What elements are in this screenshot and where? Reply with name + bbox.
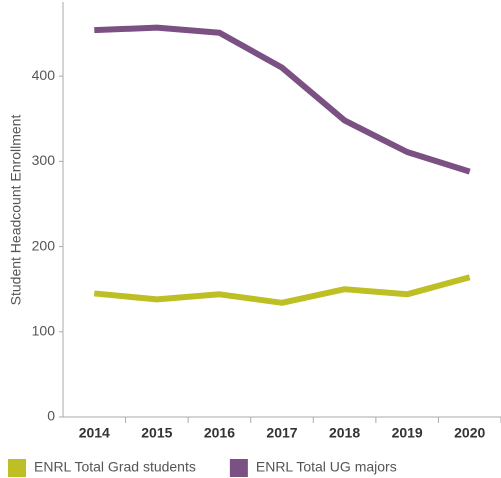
y-tick-label: 0 <box>47 408 55 424</box>
x-tick-label: 2014 <box>79 425 110 441</box>
legend-label: ENRL Total UG majors <box>256 459 397 475</box>
y-tick-label: 300 <box>32 152 56 168</box>
y-tick-label: 100 <box>32 322 56 338</box>
x-tick-label: 2020 <box>454 425 485 441</box>
legend-swatch <box>8 459 26 477</box>
y-axis-label: Student Headcount Enrollment <box>8 115 24 306</box>
x-tick-label: 2016 <box>204 425 235 441</box>
legend-label: ENRL Total Grad students <box>34 459 196 475</box>
x-tick-label: 2017 <box>266 425 297 441</box>
y-tick-label: 400 <box>32 67 56 83</box>
x-tick-label: 2015 <box>141 425 172 441</box>
line-series <box>94 24 471 175</box>
line-series <box>94 274 471 306</box>
x-tick-label: 2018 <box>329 425 360 441</box>
x-tick-label: 2019 <box>392 425 423 441</box>
legend-swatch <box>229 459 248 477</box>
y-tick-label: 200 <box>32 237 56 253</box>
